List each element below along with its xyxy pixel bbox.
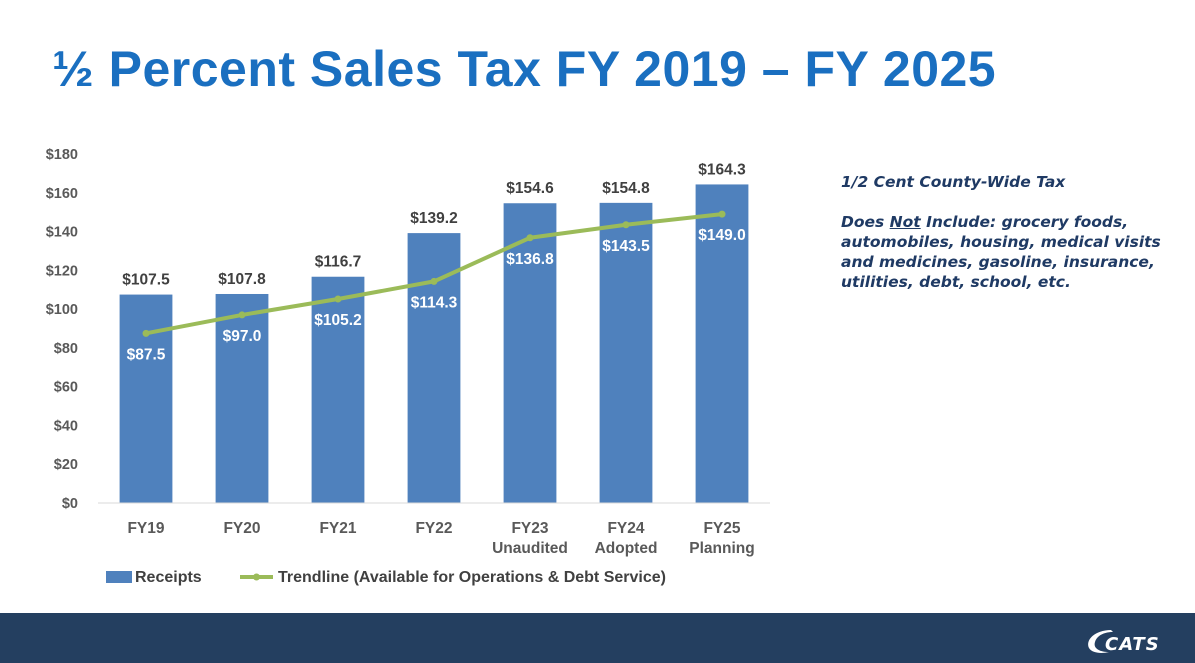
y-tick-label: $120 (46, 263, 78, 279)
x-category-label: FY21 (319, 520, 356, 537)
trendline-value-label: $87.5 (127, 346, 166, 363)
chart-legend: Receipts Trendline (Available for Operati… (106, 569, 666, 586)
trendline-value-label: $105.2 (314, 312, 361, 329)
bar-receipts (695, 184, 749, 503)
x-category-label: FY24 (607, 520, 644, 537)
y-tick-label: $100 (46, 302, 78, 318)
x-category-label: FY23 (511, 520, 548, 537)
cats-logo: CATS (1088, 630, 1160, 655)
bar-receipts (599, 202, 653, 504)
x-category-label: FY25 (703, 520, 740, 537)
bar-value-label: $107.5 (122, 272, 170, 289)
footer-bar (0, 613, 1195, 663)
bar-value-label: $154.6 (506, 180, 554, 197)
side-note-body: Does Not Include: grocery foods, automob… (841, 212, 1161, 292)
side-note-emphasis: Not (889, 213, 921, 231)
y-tick-label: $20 (54, 457, 78, 473)
x-category-label: FY19 (127, 520, 164, 537)
legend-receipts-label: Receipts (135, 569, 202, 586)
trendline-point (430, 277, 438, 285)
trendline-point (622, 221, 630, 229)
logo-swoosh-icon (1088, 630, 1113, 653)
bar-receipts (311, 276, 365, 503)
trendline-point (526, 234, 534, 242)
x-category-label: Unaudited (492, 540, 568, 557)
trendline-value-label: $114.3 (411, 294, 458, 311)
y-tick-label: $60 (54, 380, 78, 396)
bar-value-label: $116.7 (315, 254, 362, 271)
y-tick-label: $0 (62, 496, 78, 512)
bar-value-label: $164.3 (698, 161, 746, 178)
sales-tax-chart: $0 $20 $40 $60 $80 $100 $120 $140 $160 $180 $107.… (46, 147, 770, 586)
bar-receipts (215, 293, 269, 503)
x-axis: FY19 FY20 FY21 FY22 FY23 Unaudited FY24 Adopted… (98, 502, 770, 557)
x-category-label: Planning (689, 540, 754, 557)
trendline-value-label: $97.0 (223, 328, 262, 345)
logo-text: CATS (1105, 634, 1160, 655)
side-note-prefix: Does (841, 213, 890, 231)
trendline (142, 210, 726, 337)
bar-value-label: $154.8 (602, 180, 650, 197)
x-category-label: FY22 (415, 520, 452, 537)
bar-value-label: $139.2 (410, 210, 457, 227)
legend-trend-marker (253, 573, 260, 581)
y-tick-label: $160 (46, 186, 78, 202)
x-category-label: Adopted (595, 540, 658, 557)
receipts-labels: $107.5 $107.8 $116.7 $139.2 $154.6 $154.8 $164… (122, 161, 746, 288)
bar-receipts (119, 294, 173, 503)
trendline-value-label: $149.0 (698, 227, 745, 244)
y-tick-label: $180 (46, 147, 78, 163)
page-title: ½ Percent Sales Tax FY 2019 – FY 2025 (52, 41, 997, 97)
trendline-labels: $87.5 $97.0 $105.2 $114.3 $136.8 $143.5 $149.0 (127, 227, 746, 363)
x-category-label: FY20 (223, 520, 260, 537)
legend-trend-label: Trendline (Available for Operations & De… (278, 569, 666, 586)
bar-value-label: $107.8 (218, 271, 266, 288)
side-note-heading: 1/2 Cent County-Wide Tax (841, 173, 1066, 191)
trendline-value-label: $136.8 (506, 251, 554, 268)
trendline-point (334, 295, 342, 303)
y-axis: $0 $20 $40 $60 $80 $100 $120 $140 $160 $180 (46, 147, 78, 512)
y-tick-label: $80 (54, 341, 78, 357)
trendline-point (718, 210, 726, 218)
trendline-value-label: $143.5 (602, 238, 650, 255)
side-note-rest: Include: grocery foods, automobiles, hou… (841, 213, 1161, 291)
receipts-bars (119, 184, 749, 504)
trendline-point (142, 329, 150, 337)
trendline-point (238, 311, 246, 319)
bar-receipts (503, 203, 557, 503)
y-tick-label: $40 (54, 418, 78, 434)
y-tick-label: $140 (46, 225, 78, 241)
side-note: 1/2 Cent County-Wide Tax Does Not Includ… (841, 172, 1161, 292)
legend-receipts-swatch (106, 571, 132, 583)
